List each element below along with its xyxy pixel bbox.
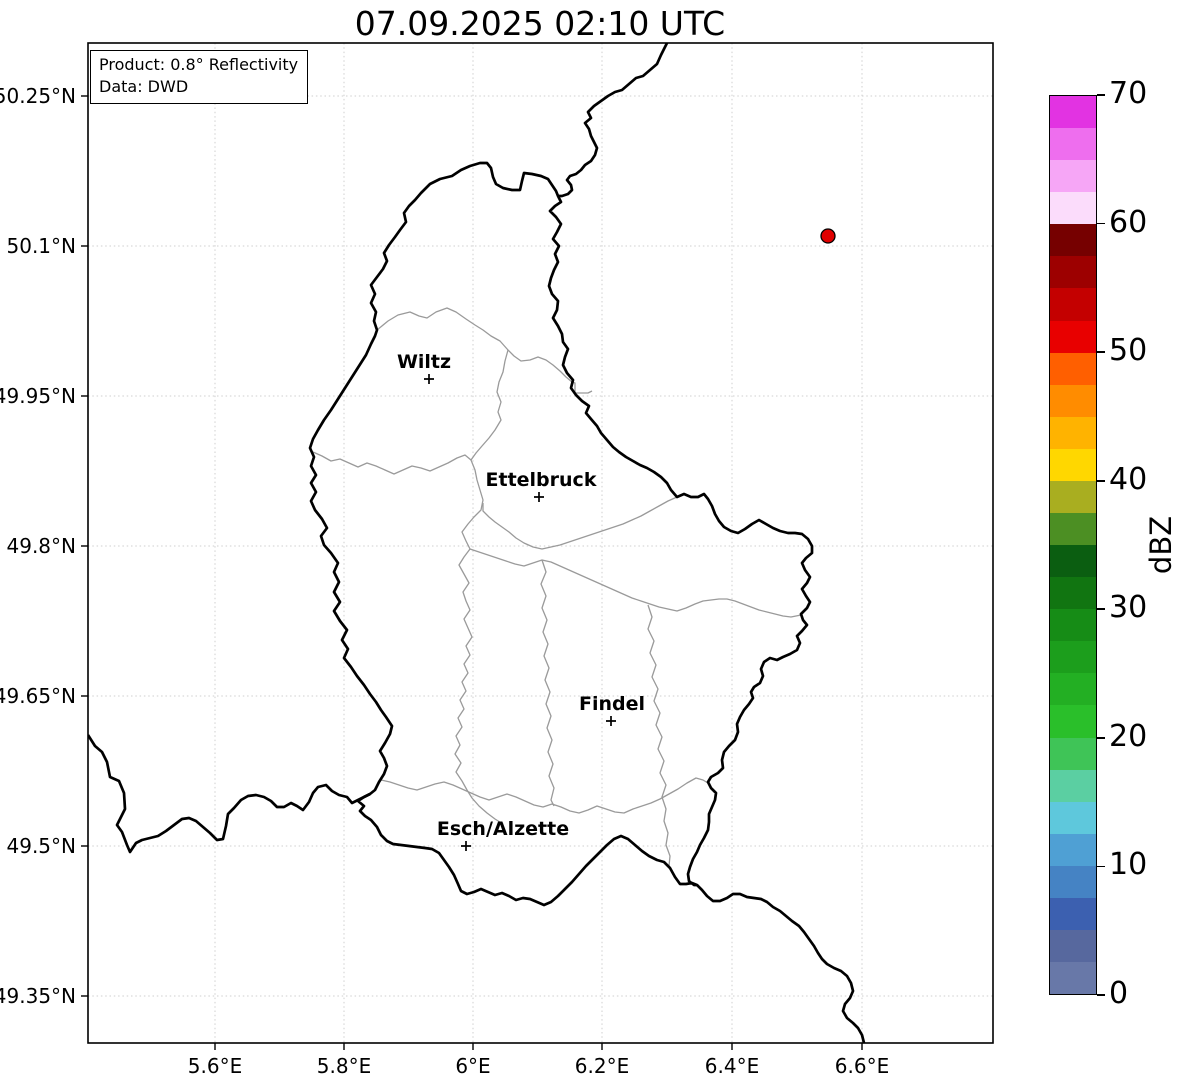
colorbar-band-5-7.5dbz (1050, 897, 1096, 931)
colorbar-tick-mark (1097, 351, 1105, 353)
colorbar-band-10-12.5dbz (1050, 833, 1096, 866)
colorbar-tick-mark (1097, 479, 1105, 482)
x-axis-tick-label: 5.8°E (317, 1054, 371, 1078)
colorbar-band-30-32.5dbz (1050, 577, 1096, 610)
district-border-path (469, 548, 802, 618)
colorbar-band-7.5-10dbz (1050, 865, 1096, 898)
colorbar-band-60-62.5dbz (1050, 192, 1096, 225)
district-border-path (540, 559, 555, 807)
product-info-line1: Product: 0.8° Reflectivity (99, 55, 299, 74)
colorbar-tick-label: 0 (1109, 976, 1129, 1012)
x-axis-tick-label: 5.6°E (188, 1054, 242, 1078)
city-label: Findel (579, 693, 645, 715)
colorbar-band-47.5-50dbz (1050, 352, 1096, 385)
colorbar-band-57.5-60dbz (1050, 224, 1096, 257)
colorbar-band-0-2.5dbz (1050, 962, 1096, 995)
colorbar-band-37.5-40dbz (1050, 480, 1096, 514)
city-marker-icon (534, 492, 544, 502)
colorbar-band-32.5-35dbz (1050, 545, 1096, 578)
colorbar-tick-mark (1097, 608, 1105, 611)
country-border-path (308, 161, 814, 907)
district-border-path (647, 604, 671, 867)
y-axis-tick-label: 49.35°N (0, 984, 76, 1008)
colorbar-tick-label: 70 (1109, 76, 1148, 112)
colorbar-band-27.5-30dbz (1050, 609, 1096, 642)
district-border-path (454, 349, 509, 825)
colorbar-band-40-42.5dbz (1050, 448, 1096, 481)
colorbar-band-20-22.5dbz (1050, 705, 1096, 738)
colorbar-band-50-52.5dbz (1050, 320, 1096, 353)
plot-frame (87, 42, 994, 1044)
colorbar-tick-label: 50 (1109, 333, 1148, 369)
colorbar-band-55-57.5dbz (1050, 256, 1096, 289)
city-marker-icon (461, 841, 471, 851)
colorbar-band-67.5-70dbz (1050, 96, 1096, 129)
y-axis-tick-label: 49.8°N (7, 534, 77, 558)
colorbar-tick-label: 20 (1109, 718, 1148, 754)
x-axis-tick-label: 6.2°E (575, 1054, 629, 1078)
district-border-path (312, 451, 472, 475)
colorbar-tick-mark (1097, 994, 1105, 996)
colorbar-band-12.5-15dbz (1050, 801, 1096, 834)
y-axis-tick-label: 49.95°N (0, 384, 76, 408)
colorbar-tick-mark (1097, 865, 1105, 868)
product-info-box: Product: 0.8° Reflectivity Data: DWD (90, 50, 309, 104)
colorbar-tick-label: 40 (1109, 461, 1148, 497)
x-axis-tick-label: 6.6°E (835, 1054, 889, 1078)
district-border-path (376, 307, 593, 394)
colorbar-band-52.5-55dbz (1050, 288, 1096, 321)
y-axis-tick-label: 50.25°N (0, 84, 76, 108)
city-marker-icon (606, 716, 616, 726)
y-axis-tick-label: 49.5°N (7, 834, 77, 858)
city-label: Esch/Alzette (437, 818, 569, 840)
colorbar-tick-label: 30 (1109, 590, 1148, 626)
colorbar-band-22.5-25dbz (1050, 673, 1096, 706)
foreign-border-path (88, 734, 371, 854)
colorbar-unit-label: dBZ (1144, 515, 1178, 575)
colorbar-tick-mark (1097, 222, 1105, 225)
page-title: 07.09.2025 02:10 UTC (354, 4, 726, 43)
foreign-border-path (558, 43, 669, 198)
colorbar-tick-label: 10 (1109, 847, 1148, 883)
colorbar-band-15-17.5dbz (1050, 769, 1096, 802)
colorbar-tick-mark (1097, 737, 1105, 739)
y-axis-tick-label: 49.65°N (0, 684, 76, 708)
colorbar-band-62.5-65dbz (1050, 160, 1096, 193)
x-axis-tick-label: 6.4°E (705, 1054, 759, 1078)
y-axis-tick-label: 50.1°N (7, 234, 77, 258)
city-marker-icon (424, 374, 434, 384)
colorbar-band-42.5-45dbz (1050, 416, 1096, 449)
plot-background (88, 43, 993, 1043)
colorbar-band-35-37.5dbz (1050, 513, 1096, 546)
colorbar-band-25-27.5dbz (1050, 641, 1096, 674)
reflectivity-colorbar (1049, 95, 1097, 995)
city-label: Wiltz (397, 351, 451, 373)
colorbar-band-45-47.5dbz (1050, 384, 1096, 417)
colorbar-tick-mark (1097, 94, 1105, 96)
foreign-border-path (696, 884, 866, 1043)
colorbar-band-17.5-20dbz (1050, 737, 1096, 770)
district-border-path (482, 496, 678, 550)
colorbar-band-65-67.5dbz (1050, 128, 1096, 161)
colorbar-tick-label: 60 (1109, 204, 1148, 240)
x-axis-tick-label: 6°E (455, 1054, 490, 1078)
city-label: Ettelbruck (486, 469, 597, 491)
border-lines-group (88, 43, 866, 1043)
colorbar-band-2.5-5dbz (1050, 930, 1096, 963)
product-info-line2: Data: DWD (99, 77, 189, 96)
radar-location-dot (820, 228, 836, 244)
district-border-path (380, 777, 709, 814)
